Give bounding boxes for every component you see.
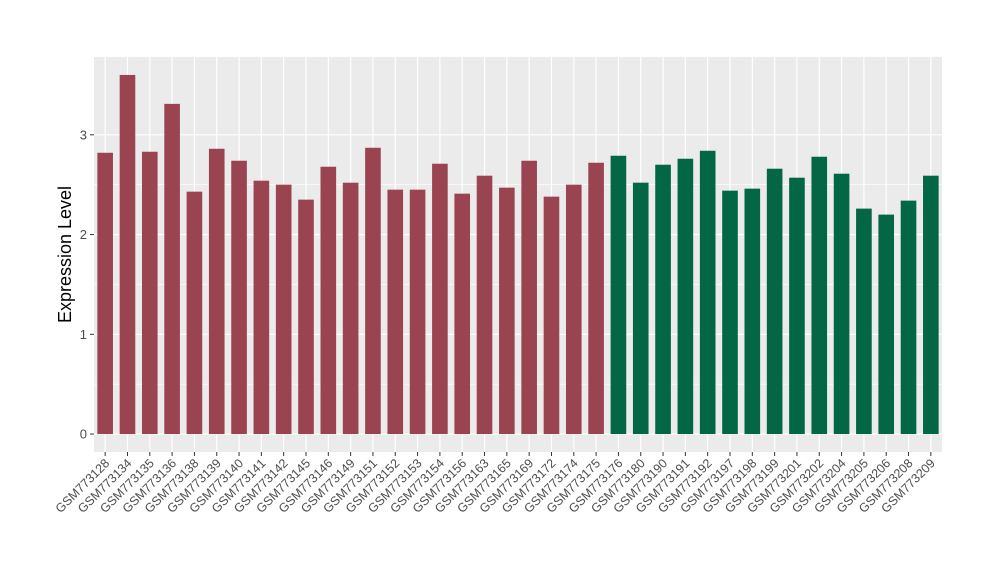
bar — [766, 168, 783, 435]
bar — [97, 152, 113, 435]
bar — [454, 193, 471, 435]
y-axis: 0 1 2 3 — [80, 127, 94, 442]
bar — [833, 173, 850, 435]
bar — [699, 150, 716, 435]
bar — [632, 182, 649, 435]
bar — [253, 180, 270, 435]
bar — [655, 164, 671, 435]
y-tick-label: 3 — [80, 127, 87, 142]
y-axis-label: Expression Level — [55, 186, 75, 323]
bar — [141, 151, 158, 435]
bar — [164, 103, 180, 435]
bar — [543, 196, 560, 435]
bar — [409, 189, 426, 435]
y-tick-label: 0 — [80, 427, 87, 442]
bar — [878, 214, 895, 435]
bar — [900, 200, 917, 435]
bar — [856, 208, 872, 435]
bar — [521, 160, 537, 435]
bar — [476, 175, 493, 435]
bar — [811, 156, 828, 435]
y-tick-label: 2 — [80, 227, 87, 242]
bar — [677, 158, 694, 435]
bars — [97, 74, 939, 435]
bar — [208, 148, 225, 435]
bar — [744, 188, 761, 435]
x-axis: GSM773128GSM773134GSM773135GSM773136GSM7… — [53, 452, 938, 516]
bar — [499, 187, 515, 435]
bar — [275, 184, 292, 435]
bar — [588, 162, 604, 435]
bar — [231, 160, 247, 435]
bar — [610, 155, 627, 435]
bar — [186, 191, 203, 435]
bar — [789, 177, 805, 435]
y-tick-label: 1 — [80, 327, 87, 342]
bar — [722, 190, 738, 435]
bar — [119, 74, 136, 435]
bar — [320, 166, 337, 435]
bar — [565, 184, 582, 435]
bar — [432, 163, 448, 435]
bar — [387, 189, 404, 435]
bar — [342, 182, 359, 435]
bar — [298, 199, 314, 435]
bar — [365, 147, 381, 435]
bar — [923, 175, 939, 435]
